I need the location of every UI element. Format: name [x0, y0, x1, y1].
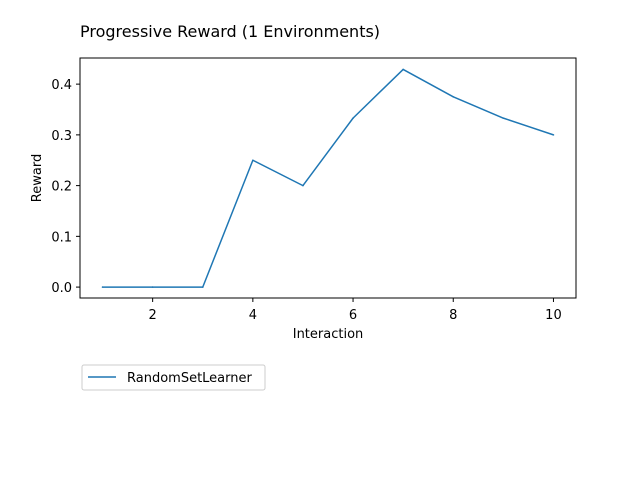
plot-area: 2 4 6 8 10 0.0 0.1 0.2 0.3 0.4	[51, 57, 577, 323]
y-tick-label: 0.4	[51, 78, 72, 93]
y-axis-ticks: 0.0 0.1 0.2 0.3 0.4	[51, 78, 80, 296]
y-tick-label: 0.1	[51, 230, 72, 245]
x-axis-ticks: 2 4 6 8 10	[149, 298, 562, 323]
series-data-point	[552, 134, 555, 136]
chart-title: Progressive Reward (1 Environments)	[80, 22, 380, 41]
series-data-point	[151, 286, 154, 288]
series-data-point	[352, 117, 354, 119]
series-data-point	[101, 286, 104, 288]
series-lines	[101, 68, 555, 288]
y-tick-label: 0.3	[51, 129, 72, 144]
series-line	[102, 68, 554, 288]
series-data-point	[252, 159, 254, 162]
x-axis-label: Interaction	[293, 327, 364, 342]
series-data-point	[302, 184, 304, 187]
plot-frame	[79, 57, 577, 299]
series-data-point	[402, 68, 404, 71]
x-tick-label: 10	[545, 308, 562, 323]
legend-box	[81, 364, 266, 391]
legend-label: RandomSetLearner	[127, 371, 253, 386]
series-data-point	[452, 96, 455, 98]
x-tick-label: 2	[149, 308, 157, 323]
x-tick-label: 4	[249, 308, 257, 323]
y-axis-label: Reward	[30, 154, 45, 202]
y-tick-label: 0.0	[51, 281, 72, 296]
y-tick-label: 0.2	[51, 180, 72, 195]
x-tick-label: 6	[349, 308, 357, 323]
series-data-point	[201, 286, 204, 288]
series-data-point	[502, 117, 505, 119]
x-tick-label: 8	[449, 308, 457, 323]
legend: RandomSetLearner	[81, 364, 266, 391]
